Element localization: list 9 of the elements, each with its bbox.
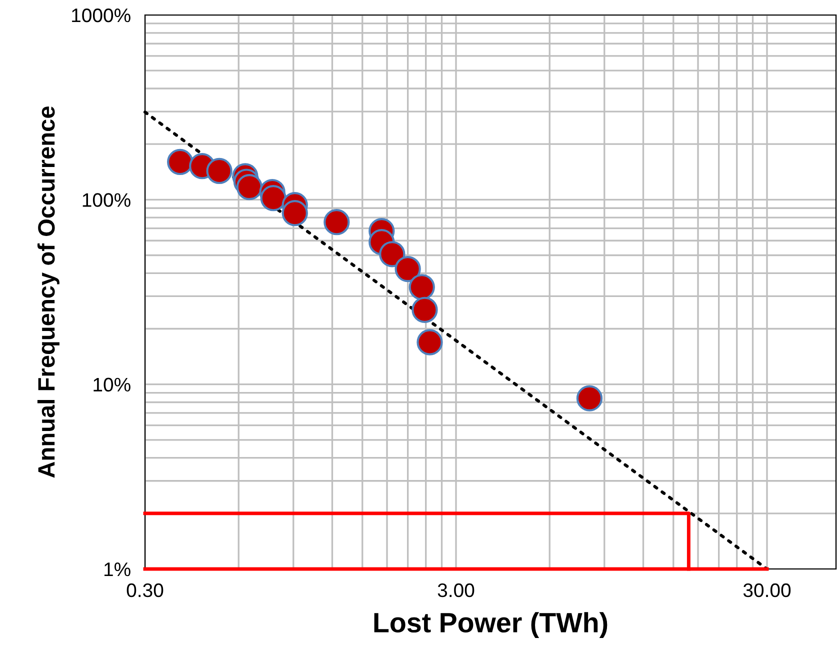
y-axis-title: Annual Frequency of Occurrence <box>37 106 60 478</box>
y-tick-label: 1% <box>104 562 130 576</box>
y-tick-label: 10% <box>94 378 130 392</box>
x-tick-label: 0.30 <box>126 583 164 598</box>
x-axis-title: Lost Power (TWh) <box>374 612 608 638</box>
x-tick-label: 30.00 <box>743 583 791 598</box>
x-tick-label: 3.00 <box>438 583 474 598</box>
y-tick-label: 1000% <box>72 8 130 22</box>
y-tick-label: 100% <box>82 193 130 207</box>
